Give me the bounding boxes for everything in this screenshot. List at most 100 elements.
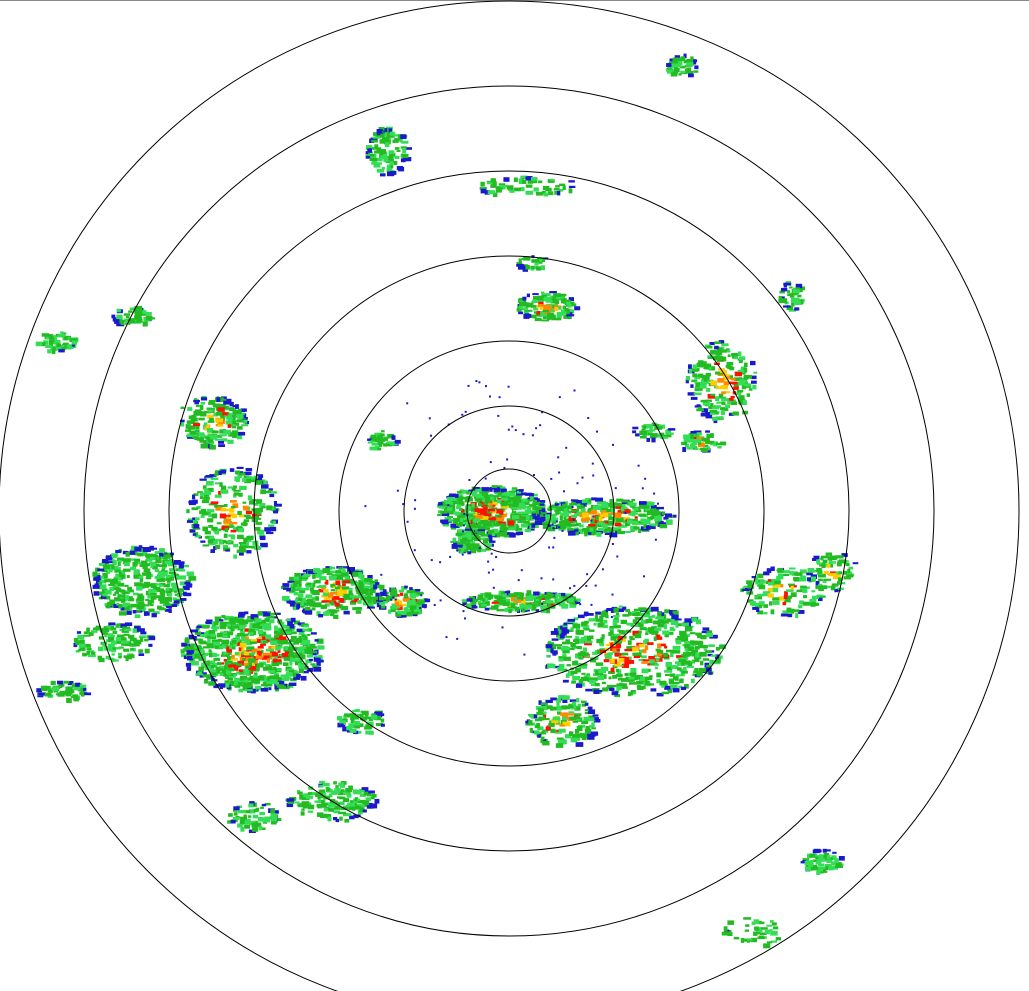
echo-pixel bbox=[339, 604, 343, 609]
echo-pixel bbox=[629, 505, 635, 508]
echo-pixel bbox=[239, 552, 244, 556]
echo-pixel bbox=[557, 625, 561, 630]
echo-pixel bbox=[787, 614, 793, 618]
echo-pixel bbox=[136, 586, 143, 591]
echo-pixel bbox=[564, 308, 569, 313]
echo-pixel bbox=[283, 641, 289, 644]
echo-pixel bbox=[534, 516, 540, 520]
echo-pixel bbox=[132, 564, 137, 570]
echo-pixel bbox=[225, 682, 230, 688]
echo-pixel bbox=[513, 598, 518, 601]
echo-pixel bbox=[287, 621, 293, 626]
echo-pixel bbox=[555, 644, 562, 647]
echo-pixel bbox=[288, 670, 295, 674]
echo-pixel bbox=[677, 635, 683, 640]
echo-pixel bbox=[66, 691, 70, 695]
echo-pixel bbox=[787, 290, 791, 293]
echo-pixel bbox=[353, 792, 362, 795]
echo-pixel bbox=[242, 619, 249, 625]
echo-pixel bbox=[453, 518, 460, 522]
echo-pixel bbox=[236, 663, 243, 666]
echo-pixel bbox=[253, 510, 260, 514]
echo-pixel bbox=[563, 648, 570, 653]
echo-pixel bbox=[713, 355, 721, 361]
echo-pixel bbox=[298, 640, 307, 644]
echo-pixel bbox=[230, 662, 239, 665]
echo-pixel bbox=[465, 538, 471, 542]
echo-pixel bbox=[791, 608, 795, 612]
echo-pixel bbox=[460, 539, 467, 544]
echo-pixel bbox=[214, 470, 222, 476]
echo-pixel bbox=[714, 396, 720, 402]
echo-pixel bbox=[726, 361, 734, 366]
echo-pixel bbox=[126, 604, 131, 608]
echo-pixel bbox=[234, 476, 240, 482]
echo-pixel bbox=[349, 587, 353, 590]
echo-pixel bbox=[351, 716, 359, 720]
echo-pixel bbox=[581, 733, 588, 739]
echo-pixel bbox=[834, 858, 839, 863]
echo-pixel bbox=[219, 621, 227, 627]
echo-pixel bbox=[257, 611, 263, 616]
echo-pixel bbox=[112, 566, 118, 570]
echo-pixel bbox=[695, 382, 700, 388]
echo-pixel bbox=[207, 638, 211, 643]
echo-pixel bbox=[314, 639, 319, 642]
echo-pixel bbox=[43, 340, 49, 345]
echo-pixel bbox=[623, 516, 630, 520]
echo-pixel bbox=[249, 500, 255, 505]
echo-pixel bbox=[710, 654, 717, 657]
echo-pixel bbox=[559, 293, 566, 298]
echo-pixel bbox=[186, 571, 194, 577]
echo-pixel bbox=[448, 519, 455, 522]
echo-pixel bbox=[137, 552, 144, 557]
echo-pixel bbox=[666, 69, 673, 74]
echo-pixel bbox=[709, 650, 715, 653]
echo-pixel bbox=[548, 315, 556, 320]
echo-pixel bbox=[132, 592, 139, 596]
echo-pixel bbox=[467, 551, 472, 555]
echo-pixel bbox=[215, 418, 224, 423]
echo-pixel bbox=[683, 53, 687, 59]
echo-pixel bbox=[671, 63, 675, 68]
echo-pixel bbox=[457, 491, 462, 494]
echo-pixel bbox=[274, 634, 280, 638]
echo-pixel bbox=[215, 654, 220, 657]
echo-pixel bbox=[383, 157, 389, 163]
echo-pixel bbox=[488, 533, 493, 537]
echo-pixel bbox=[575, 626, 580, 631]
echo-pixel bbox=[757, 610, 764, 615]
echo-pixel bbox=[260, 657, 268, 660]
echo-pixel bbox=[305, 594, 313, 599]
echo-pixel bbox=[193, 398, 198, 402]
echo-pixel bbox=[283, 657, 291, 661]
echo-pixel bbox=[149, 556, 156, 561]
echo-pixel bbox=[549, 291, 557, 294]
echo-pixel bbox=[708, 672, 713, 675]
echo-pixel bbox=[688, 364, 692, 369]
echo-pixel bbox=[519, 301, 527, 306]
echo-pixel bbox=[339, 574, 348, 578]
echo-pixel bbox=[566, 713, 575, 716]
echo-pixel bbox=[595, 618, 604, 622]
echo-pixel bbox=[535, 313, 541, 316]
echo-pixel bbox=[465, 544, 470, 548]
echo-pixel bbox=[683, 667, 687, 671]
echo-pixel bbox=[536, 732, 543, 736]
echo-pixel bbox=[388, 609, 392, 614]
echo-pixel bbox=[336, 587, 342, 592]
echo-pixel bbox=[701, 636, 707, 640]
echo-pixel bbox=[376, 168, 385, 173]
echo-pixel bbox=[223, 405, 229, 410]
echo-pixel bbox=[567, 303, 572, 308]
echo-pixel bbox=[195, 404, 200, 408]
echo-pixel bbox=[459, 549, 464, 554]
echo-pixel bbox=[556, 698, 562, 701]
echo-pixel bbox=[236, 671, 240, 675]
echo-pixel bbox=[715, 386, 722, 390]
echo-pixel bbox=[694, 377, 701, 380]
echo-pixel bbox=[415, 589, 421, 592]
echo-pixel bbox=[708, 405, 715, 410]
echo-pixel bbox=[683, 652, 692, 657]
